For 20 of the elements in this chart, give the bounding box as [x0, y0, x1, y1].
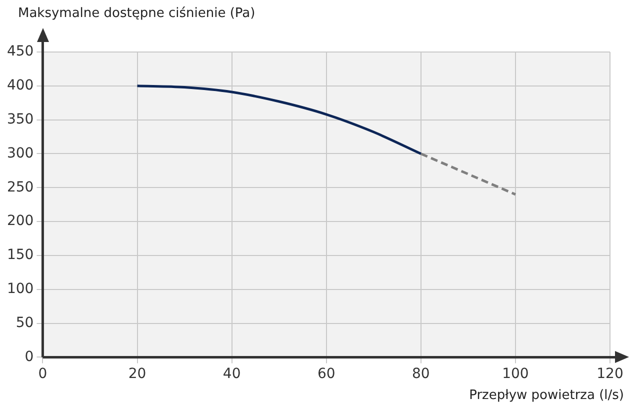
y-tick-label: 300: [6, 145, 34, 162]
x-tick-label: 0: [38, 366, 48, 382]
x-tick-label: 40: [222, 366, 241, 382]
line-series: [136, 84, 422, 155]
y-tick-label: 100: [6, 281, 34, 298]
y-tick-label: 50: [16, 314, 34, 331]
x-tick-label: 80: [412, 366, 430, 382]
x-tick-label: 120: [596, 366, 624, 382]
y-tick-label: 450: [6, 44, 34, 60]
y-axis-title: Maksymalne dostępne ciśnienie (Pa): [18, 6, 256, 21]
y-tick-label: 350: [6, 111, 34, 128]
x-tick-label: 100: [502, 366, 529, 382]
x-tick-label: 20: [128, 366, 146, 382]
y-tick-label: 200: [6, 213, 34, 230]
y-tick-label: 0: [24, 348, 34, 365]
x-tick-label: 60: [317, 366, 336, 382]
y-tick-label: 400: [6, 78, 34, 94]
x-axis-title: Przepływ powietrza (l/s): [469, 388, 624, 403]
y-tick-label: 150: [6, 247, 34, 264]
y-tick-label: 250: [6, 179, 34, 196]
